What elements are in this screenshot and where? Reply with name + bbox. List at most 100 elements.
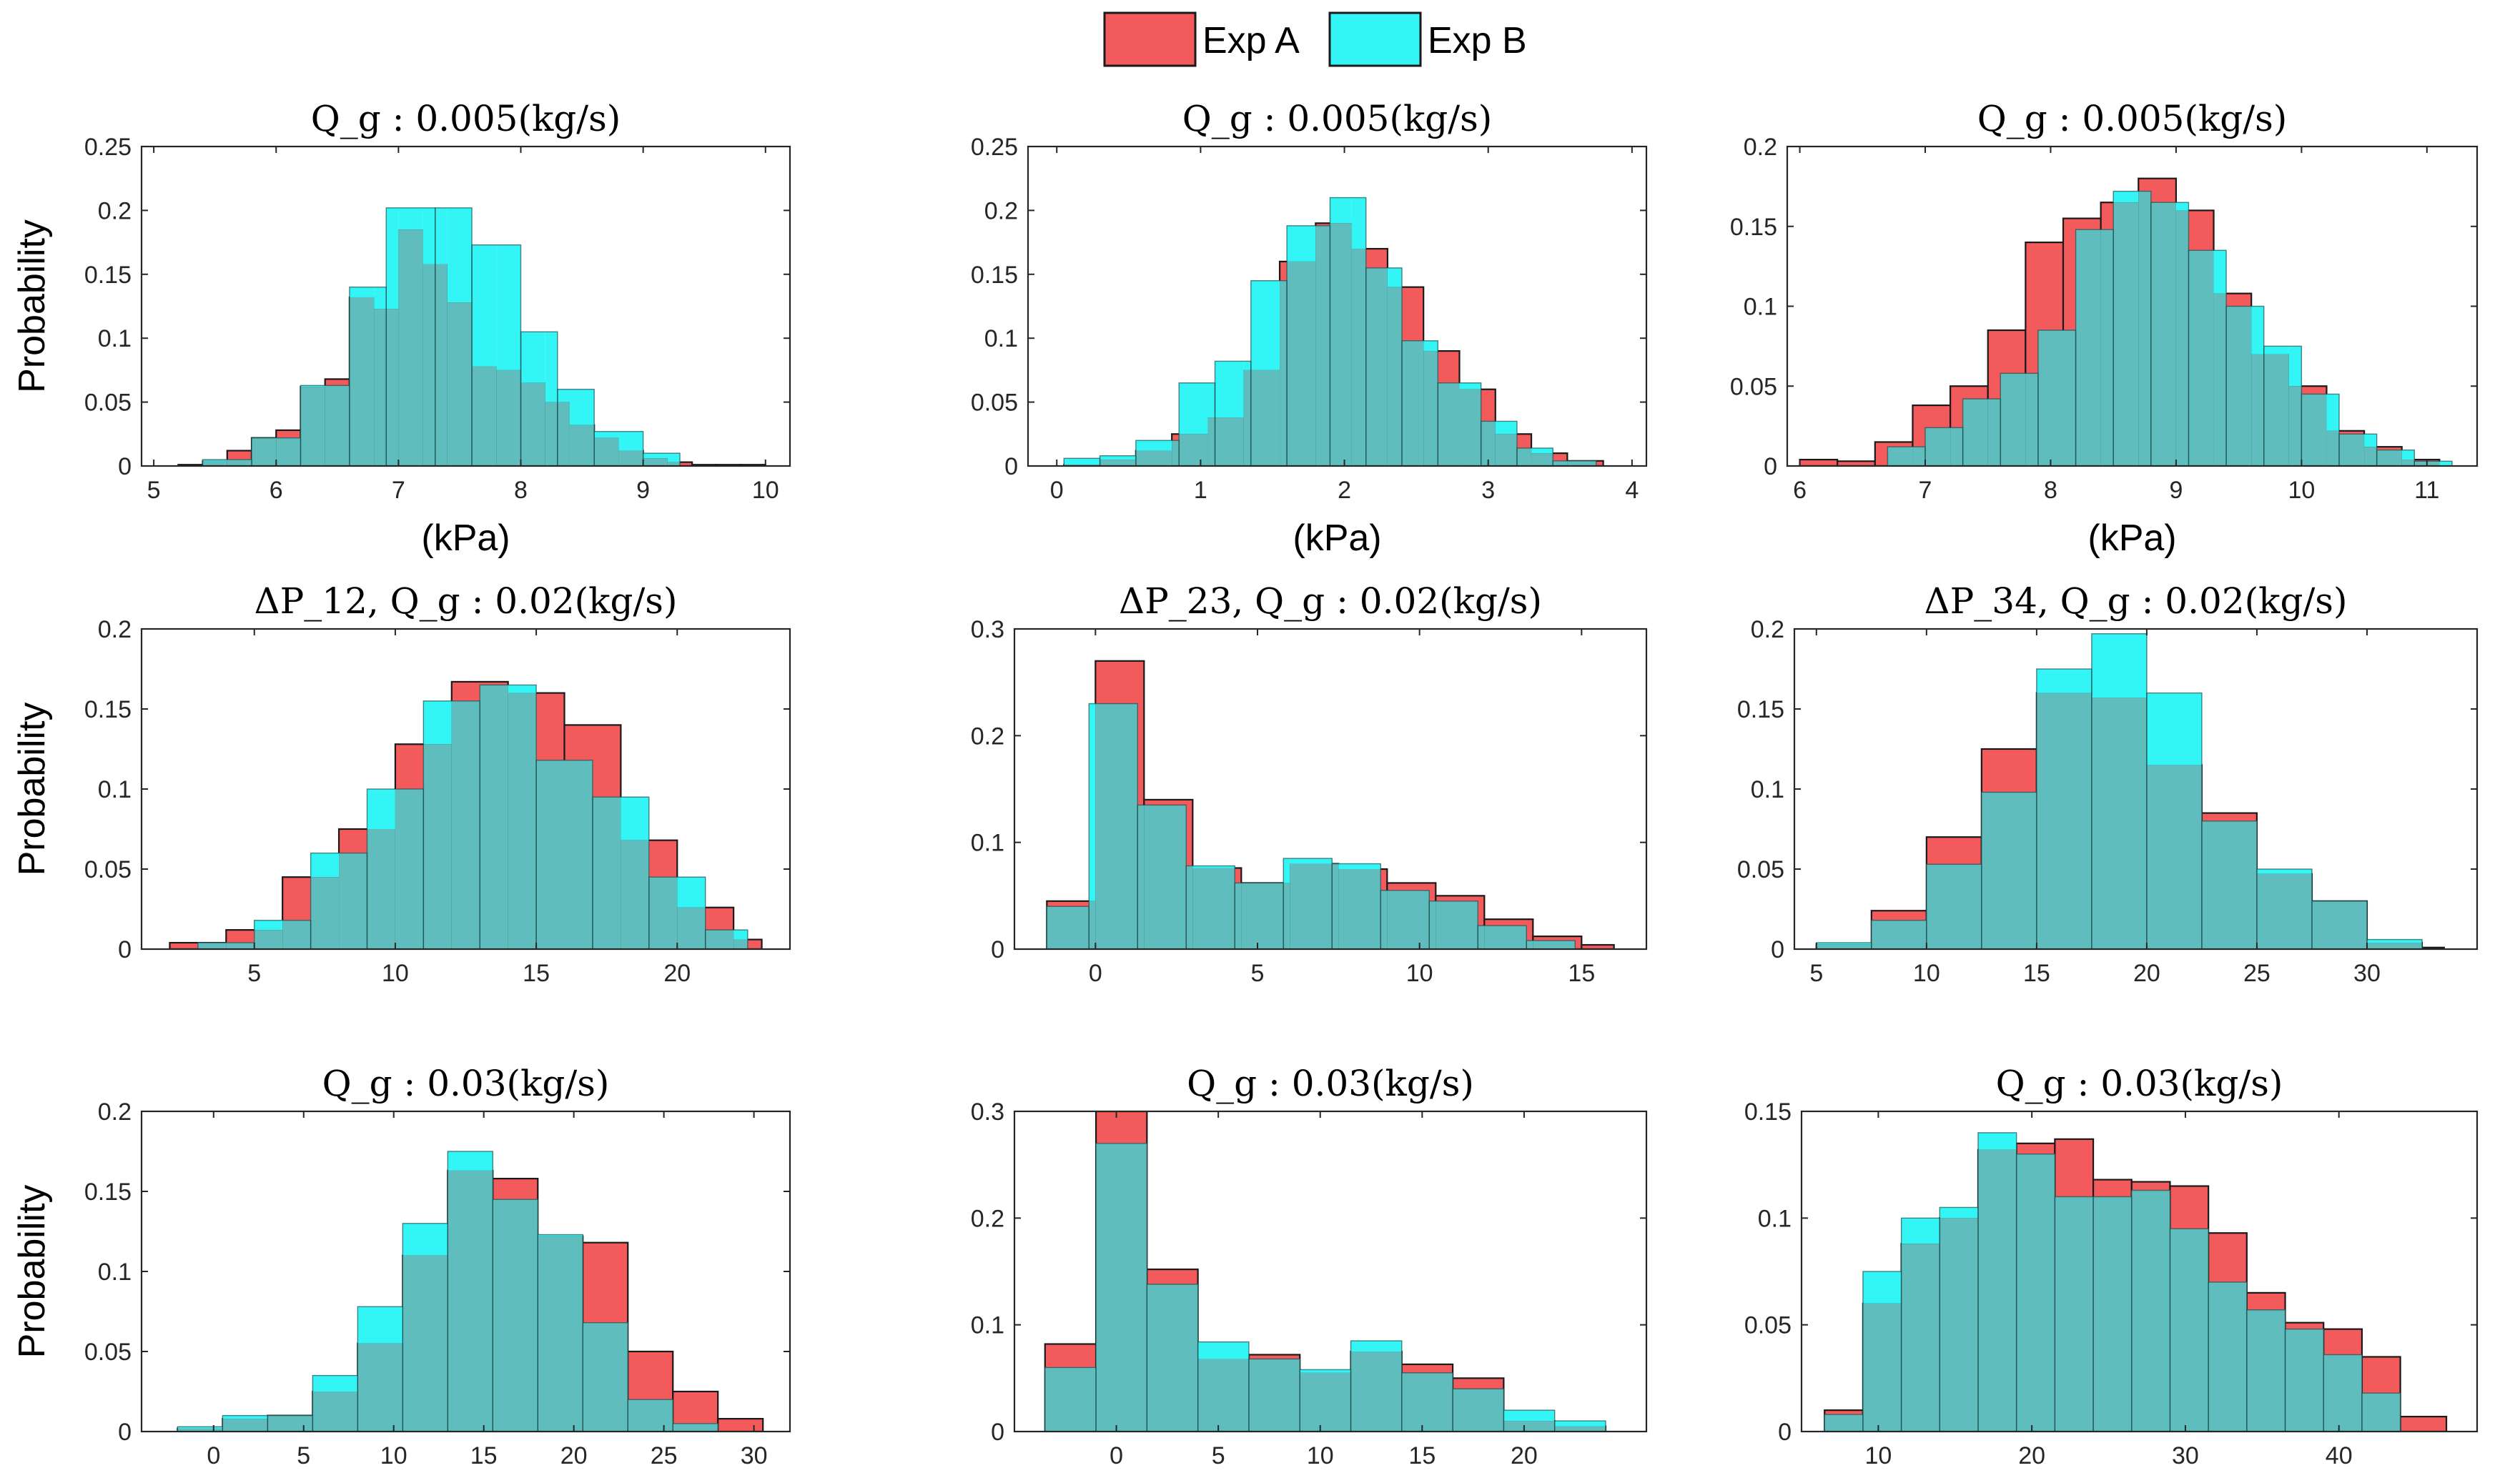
bar-exp-b	[733, 930, 748, 940]
bar-overlap	[282, 920, 311, 949]
bar-overlap	[398, 229, 423, 466]
y-tick-label: 0	[118, 453, 132, 480]
bar-exp-b	[423, 700, 452, 745]
bar-exp-b	[545, 332, 558, 402]
bar-overlap	[2208, 1281, 2247, 1432]
bar-overlap	[349, 297, 375, 466]
bar-overlap	[2036, 693, 2092, 949]
bar-overlap	[447, 302, 473, 466]
bar-overlap	[2288, 386, 2302, 466]
bar-exp-b	[2364, 434, 2377, 447]
bar-exp-b	[2251, 306, 2264, 354]
bar-exp-b	[386, 207, 399, 309]
legend-label-exp-b: Exp B	[1428, 20, 1527, 61]
bar-overlap	[202, 460, 227, 466]
bar-overlap	[395, 789, 424, 949]
bar-overlap	[2113, 202, 2139, 466]
bar-exp-b	[520, 332, 545, 383]
bar-overlap	[222, 1419, 268, 1432]
bar-overlap	[1987, 399, 2001, 466]
x-tick-label: 10	[1864, 1442, 1892, 1469]
x-tick-label: 4	[1625, 477, 1639, 504]
bars	[177, 207, 766, 466]
y-tick-label: 0	[1771, 936, 1784, 963]
x-tick-label: 0	[1050, 477, 1064, 504]
bar-overlap	[1981, 792, 2037, 949]
bar-overlap	[2000, 373, 2026, 466]
bar-overlap	[357, 1343, 403, 1432]
bar-overlap	[2150, 202, 2176, 466]
y-tick-label: 0.3	[971, 1098, 1004, 1126]
axes-box	[1027, 145, 1648, 467]
bar-overlap	[252, 437, 277, 466]
y-tick-label: 0.1	[98, 776, 132, 803]
x-axis-label: (kPa)	[1293, 517, 1381, 559]
bar-overlap	[1215, 417, 1244, 466]
bar-exp-b-outline	[2376, 449, 2415, 466]
bar-exp-b	[1495, 421, 1517, 435]
bar-overlap	[339, 853, 367, 949]
bar-exp-b	[1351, 197, 1366, 249]
bar-overlap	[2285, 1329, 2324, 1432]
bar-overlap	[705, 930, 734, 949]
bar-overlap	[538, 1236, 583, 1432]
x-tick-label: 6	[270, 477, 283, 504]
x-tick-label: 9	[636, 477, 650, 504]
bar-overlap	[197, 943, 227, 949]
y-tick-label: 0	[1764, 453, 1777, 480]
y-tick-label: 0.1	[1744, 294, 1777, 321]
x-tick-label: 20	[2133, 960, 2160, 987]
bar-overlap	[448, 1170, 493, 1432]
bar-overlap	[621, 840, 649, 949]
bar-exp-b-outline	[2311, 901, 2368, 949]
bar-overlap	[2326, 430, 2339, 466]
bar-overlap	[1531, 453, 1553, 466]
y-tick-label: 0.15	[1737, 696, 1784, 723]
bar-overlap	[2075, 229, 2101, 466]
bar-exp-b	[447, 207, 473, 303]
bar-exp-b	[538, 1234, 583, 1236]
bar-overlap	[1401, 1372, 1453, 1432]
bar-overlap	[1516, 447, 1532, 466]
chart-title: Q_g : 0.03(kg/s)	[322, 1063, 610, 1104]
bar-exp-b	[1387, 267, 1403, 287]
bar-overlap	[1365, 267, 1388, 466]
legend: Exp A Exp B	[1103, 11, 1527, 67]
bar-overlap	[1300, 1372, 1351, 1432]
bar-overlap	[2175, 210, 2189, 466]
bar-exp-b	[1977, 1132, 2017, 1150]
bar-exp-b	[2213, 250, 2227, 294]
bar-overlap	[1816, 944, 1872, 949]
bar-exp-b	[2263, 346, 2289, 354]
bar-overlap	[325, 385, 350, 466]
y-tick-label: 0	[991, 1419, 1004, 1446]
bar-exp-b	[2366, 939, 2422, 943]
y-tick-label: 0.05	[84, 390, 132, 417]
x-tick-label: 20	[2018, 1442, 2045, 1469]
legend-swatch-exp-b	[1328, 11, 1422, 67]
y-tick-label: 0.1	[984, 325, 1018, 352]
x-tick-label: 15	[1568, 960, 1595, 987]
bar-overlap	[2131, 1190, 2170, 1432]
bar-overlap	[2364, 447, 2377, 466]
x-tick-label: 20	[560, 1442, 588, 1469]
bar-overlap	[1912, 447, 1925, 466]
x-tick-label: 6	[1793, 477, 1807, 504]
bar-overlap	[1280, 280, 1288, 466]
chart-title: ΔP_23, Q_g : 0.02(kg/s)	[1119, 580, 1542, 622]
bar-overlap	[312, 1392, 358, 1432]
bar-overlap	[1484, 926, 1527, 949]
bar-exp-b	[2036, 669, 2092, 693]
bar-overlap	[592, 797, 621, 949]
bar-exp-b	[1940, 1207, 1978, 1219]
bar-overlap	[2361, 1393, 2401, 1432]
bar-overlap	[536, 760, 565, 949]
bar-overlap	[1192, 868, 1235, 949]
bar-overlap	[1186, 866, 1193, 949]
chart-title: Q_g : 0.005(kg/s)	[1182, 98, 1493, 139]
bar-overlap	[2339, 434, 2365, 466]
bar-exp-b-outline	[1516, 447, 1553, 466]
bar-exp-b	[398, 207, 423, 230]
bar-overlap	[386, 309, 399, 466]
x-tick-label: 20	[1511, 1442, 1538, 1469]
